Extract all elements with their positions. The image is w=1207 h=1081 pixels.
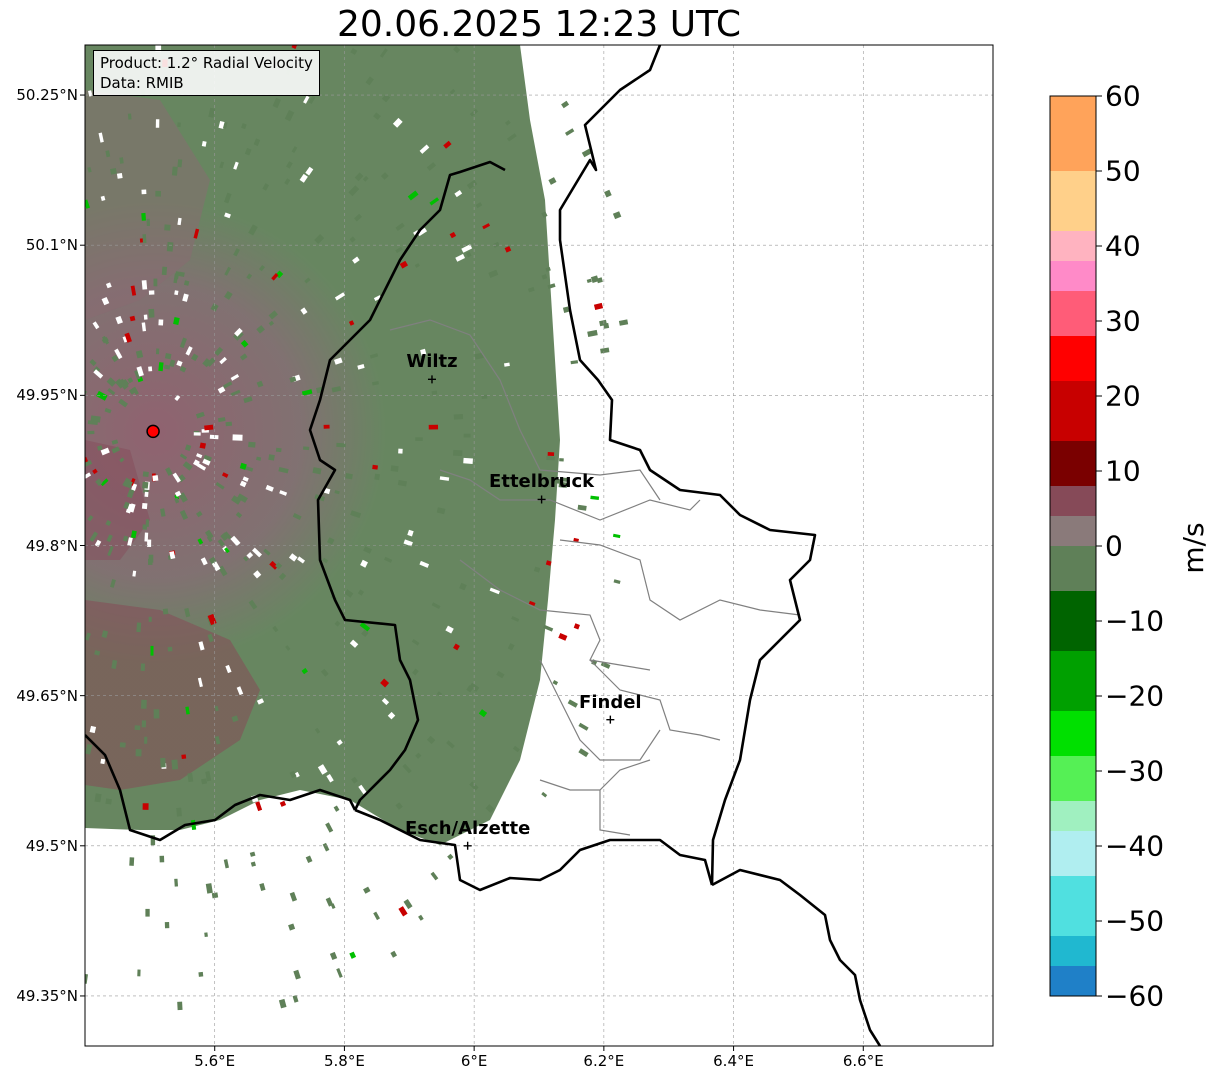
city-markers <box>427 375 615 850</box>
city-label: Findel <box>579 691 642 713</box>
lat-tick-label: 49.8°N <box>25 536 78 555</box>
luxembourg-germany-border <box>558 45 817 886</box>
colorbar-tick-label: −40 <box>1105 829 1165 863</box>
france-germany-border <box>711 868 882 1046</box>
lat-tick-label: 49.95°N <box>16 386 78 405</box>
radar-site-marker <box>146 424 160 439</box>
colorbar-tick-label: −50 <box>1105 904 1165 938</box>
colorbar-tick-label: 30 <box>1105 304 1141 338</box>
national-borders <box>85 45 882 1046</box>
colorbar-tick-label: 10 <box>1105 454 1141 488</box>
colorbar-tick-label: 20 <box>1105 379 1141 413</box>
colorbar-tick-label: 0 <box>1105 529 1123 563</box>
colorbar <box>1050 96 1096 996</box>
colorbar-tick-marks <box>1096 95 1102 997</box>
luxembourg-france-border <box>354 808 714 892</box>
colorbar-band <box>1050 516 1096 546</box>
colorbar-band <box>1050 486 1096 516</box>
colorbar-band <box>1050 591 1096 651</box>
longitude-tick-marks <box>214 1046 864 1051</box>
colorbar-band <box>1050 96 1096 171</box>
lat-tick-label: 50.1°N <box>25 236 78 255</box>
belgium-france-border <box>85 734 357 842</box>
lat-tick-label: 49.35°N <box>16 986 78 1005</box>
colorbar-band <box>1050 966 1096 996</box>
colorbar-tick-label: 50 <box>1105 154 1141 188</box>
colorbar-band <box>1050 231 1096 261</box>
colorbar-tick-label: −10 <box>1105 604 1165 638</box>
map-area <box>85 45 993 1046</box>
outbound-velocity-region-west <box>85 440 150 560</box>
city-marker <box>606 715 615 724</box>
colorbar-band <box>1050 261 1096 291</box>
product-info-box: Product: 1.2° Radial Velocity Data: RMIB <box>93 50 320 96</box>
colorbar-band <box>1050 711 1096 756</box>
colorbar-tick-label: 40 <box>1105 229 1141 263</box>
colorbar-band <box>1050 651 1096 711</box>
colorbar-band <box>1050 876 1096 936</box>
lon-tick-label: 6.4°E <box>713 1052 754 1070</box>
colorbar-band <box>1050 546 1096 591</box>
colorbar-tick-label: −20 <box>1105 679 1165 713</box>
city-label: Esch/Alzette <box>405 817 531 839</box>
colorbar-band <box>1050 756 1096 801</box>
colorbar-tick-label: −30 <box>1105 754 1165 788</box>
product-label: Product: 1.2° Radial Velocity <box>100 54 313 72</box>
colorbar-band <box>1050 801 1096 831</box>
colorbar-band <box>1050 171 1096 231</box>
lon-tick-label: 6.6°E <box>842 1052 884 1070</box>
city-marker <box>427 375 436 384</box>
lon-tick-label: 6.2°E <box>583 1052 625 1070</box>
city-marker <box>537 495 546 504</box>
colorbar-band <box>1050 336 1096 381</box>
latitude-tick-marks <box>80 94 85 997</box>
lon-tick-label: 5.6°E <box>194 1052 236 1070</box>
luxembourg-belgium-border <box>308 160 506 811</box>
colorbar-tick-label: 60 <box>1105 79 1141 113</box>
lon-tick-label: 6°E <box>460 1052 488 1070</box>
radar-gate-speckles <box>85 45 629 1011</box>
colorbar-band <box>1050 441 1096 486</box>
lon-tick-label: 5.8°E <box>324 1052 365 1070</box>
city-label: Wiltz <box>406 351 458 373</box>
lat-tick-label: 50.25°N <box>16 86 78 105</box>
colorbar-band <box>1050 936 1096 966</box>
map-title: 20.06.2025 12:23 UTC <box>336 4 742 45</box>
city-marker <box>463 841 472 850</box>
outbound-velocity-region-north <box>85 90 210 320</box>
colorbar-tick-label: −60 <box>1105 979 1165 1013</box>
colorbar-band <box>1050 831 1096 876</box>
colorbar-band <box>1050 291 1096 336</box>
city-label: Ettelbruck <box>489 471 595 493</box>
lat-tick-label: 49.65°N <box>16 686 78 705</box>
lat-tick-label: 49.5°N <box>25 836 78 855</box>
canton-boundaries <box>389 319 801 836</box>
data-source-label: Data: RMIB <box>100 74 184 92</box>
colorbar-unit-label: m/s <box>1177 522 1207 574</box>
colorbar-band <box>1050 381 1096 441</box>
